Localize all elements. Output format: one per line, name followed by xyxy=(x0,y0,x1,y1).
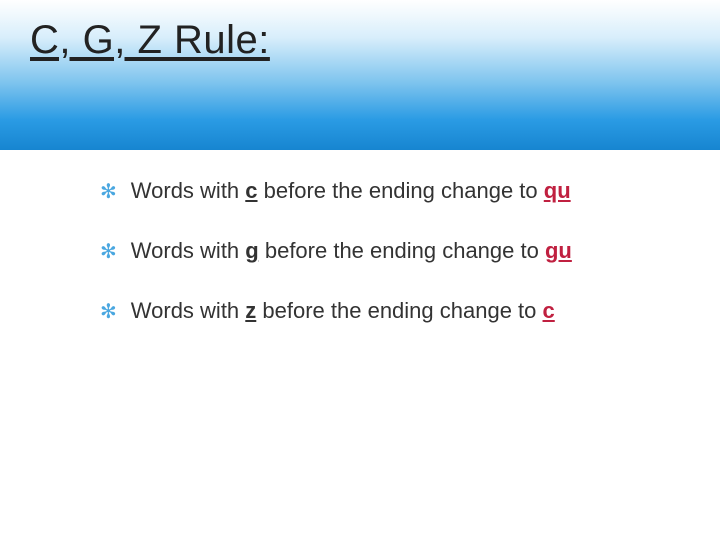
asterisk-icon: ✻ xyxy=(100,299,117,324)
text-pre: Words with xyxy=(131,178,246,203)
bullet-text: Words with g before the ending change to… xyxy=(131,238,572,264)
bullet-content: ✻ Words with c before the ending change … xyxy=(100,178,660,358)
text-post: before the ending change to xyxy=(259,238,545,263)
key-letter: c xyxy=(245,178,257,203)
asterisk-icon: ✻ xyxy=(100,239,117,264)
text-pre: Words with xyxy=(131,298,246,323)
slide-title: C, G, Z Rule: xyxy=(30,18,270,63)
bullet-item: ✻ Words with c before the ending change … xyxy=(100,178,660,204)
text-pre: Words with xyxy=(131,238,246,263)
answer-text: qu xyxy=(544,178,571,203)
answer-text: c xyxy=(543,298,555,323)
bullet-item: ✻ Words with g before the ending change … xyxy=(100,238,660,264)
text-post: before the ending change to xyxy=(256,298,542,323)
bullet-item: ✻ Words with z before the ending change … xyxy=(100,298,660,324)
bullet-text: Words with z before the ending change to… xyxy=(131,298,555,324)
key-letter: g xyxy=(245,238,258,263)
text-post: before the ending change to xyxy=(258,178,544,203)
bullet-text: Words with c before the ending change to… xyxy=(131,178,571,204)
asterisk-icon: ✻ xyxy=(100,179,117,204)
key-letter: z xyxy=(245,298,256,323)
answer-text: gu xyxy=(545,238,572,263)
